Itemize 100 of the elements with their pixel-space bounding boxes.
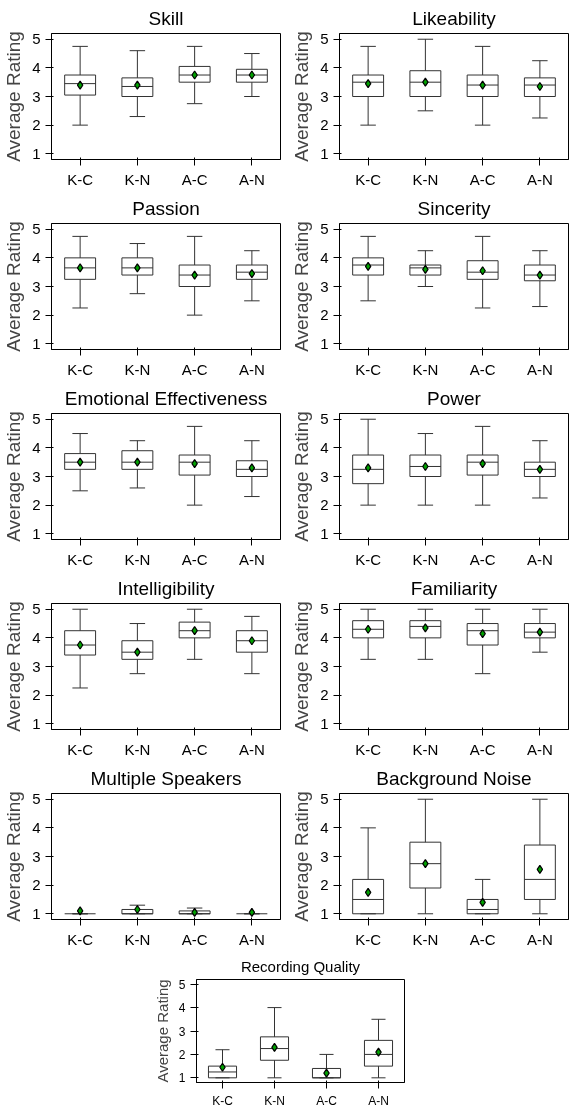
x-tick-label: K-C <box>212 1093 234 1108</box>
y-axis-title: Average Rating <box>291 791 313 922</box>
x-tick-label: A-C <box>469 170 496 188</box>
x-tick-label: A-C <box>181 930 208 948</box>
x-tick-label: K-C <box>67 740 94 758</box>
y-tick-label: 1 <box>32 144 41 162</box>
x-tick-label: K-C <box>355 930 382 948</box>
y-axis-title: Average Rating <box>3 31 25 162</box>
x-tick-label: A-N <box>238 740 265 758</box>
y-tick-label: 2 <box>178 1047 186 1062</box>
y-tick-label: 3 <box>320 277 329 295</box>
y-tick-label: 3 <box>320 467 329 485</box>
y-tick-label: 3 <box>32 847 41 865</box>
y-tick-label: 3 <box>32 277 41 295</box>
y-tick-label: 2 <box>32 116 41 134</box>
y-tick-label: 2 <box>32 686 41 704</box>
x-tick-label: K-N <box>124 550 151 568</box>
y-tick-label: 3 <box>178 1024 186 1039</box>
x-tick-label: K-C <box>67 930 94 948</box>
y-tick-label: 3 <box>320 657 329 675</box>
y-tick-label: 2 <box>320 306 329 324</box>
y-tick-label: 3 <box>32 467 41 485</box>
chart-title: Intelligibility <box>117 577 216 599</box>
y-tick-label: 5 <box>320 600 329 618</box>
y-tick-label: 5 <box>32 220 41 238</box>
x-tick-label: K-C <box>67 360 94 378</box>
y-axis-title: Average Rating <box>291 221 313 352</box>
y-tick-label: 4 <box>320 58 329 76</box>
x-tick-label: K-N <box>264 1093 285 1108</box>
y-axis-title: Average Rating <box>153 979 171 1083</box>
y-tick-label: 2 <box>320 116 329 134</box>
x-tick-label: A-N <box>526 360 553 378</box>
y-tick-label: 1 <box>320 524 329 542</box>
chart-title: Recording Quality <box>240 957 361 975</box>
x-tick-label: K-N <box>412 930 439 948</box>
y-tick-label: 4 <box>32 818 41 836</box>
y-tick-label: 4 <box>178 1001 186 1016</box>
x-tick-label: A-C <box>181 360 208 378</box>
y-tick-label: 5 <box>320 410 329 428</box>
y-tick-label: 4 <box>32 248 41 266</box>
x-tick-label: A-C <box>469 930 496 948</box>
y-tick-label: 4 <box>32 438 41 456</box>
y-tick-label: 2 <box>32 876 41 894</box>
x-tick-label: A-N <box>526 170 553 188</box>
chart-title: Likeability <box>412 7 497 29</box>
y-tick-label: 2 <box>320 686 329 704</box>
point <box>536 864 544 874</box>
y-tick-label: 1 <box>32 714 41 732</box>
y-tick-label: 1 <box>320 334 329 352</box>
y-axis-title: Average Rating <box>3 411 25 542</box>
y-tick-label: 3 <box>320 847 329 865</box>
x-tick-label: K-N <box>124 170 151 188</box>
x-tick-label: K-C <box>355 360 382 378</box>
x-tick-label: A-N <box>368 1093 389 1108</box>
y-tick-label: 1 <box>320 144 329 162</box>
y-tick-label: 4 <box>320 818 329 836</box>
x-tick-label: A-N <box>526 550 553 568</box>
y-tick-label: 1 <box>32 524 41 542</box>
y-tick-label: 1 <box>320 714 329 732</box>
x-tick-label: A-N <box>238 170 265 188</box>
x-tick-label: K-C <box>67 170 94 188</box>
chart-title: Passion <box>132 197 200 219</box>
x-tick-label: A-N <box>238 360 265 378</box>
y-tick-label: 1 <box>32 334 41 352</box>
y-tick-label: 5 <box>320 790 329 808</box>
y-tick-label: 2 <box>32 496 41 514</box>
x-tick-label: A-N <box>238 930 265 948</box>
chart-title: Multiple Speakers <box>90 767 242 789</box>
chart-title: Background Noise <box>376 767 532 789</box>
y-axis-title: Average Rating <box>3 791 25 922</box>
y-tick-label: 5 <box>32 790 41 808</box>
y-tick-label: 4 <box>320 248 329 266</box>
y-tick-label: 2 <box>32 306 41 324</box>
chart-title: Emotional Effectiveness <box>64 387 268 409</box>
y-tick-label: 1 <box>178 1071 186 1086</box>
y-tick-label: 5 <box>178 977 186 992</box>
y-axis-title: Average Rating <box>291 601 313 732</box>
y-tick-label: 2 <box>320 496 329 514</box>
x-tick-label: A-N <box>238 550 265 568</box>
x-tick-label: A-C <box>469 740 496 758</box>
x-tick-label: K-N <box>124 360 151 378</box>
y-axis-title: Average Rating <box>3 601 25 732</box>
y-tick-label: 5 <box>32 410 41 428</box>
x-tick-label: A-C <box>181 550 208 568</box>
x-tick-label: K-N <box>412 170 439 188</box>
x-tick-label: A-C <box>469 360 496 378</box>
x-tick-label: K-C <box>355 170 382 188</box>
x-tick-label: K-N <box>124 930 151 948</box>
chart-title: Familiarity <box>410 577 498 599</box>
y-tick-label: 1 <box>32 904 41 922</box>
y-tick-label: 2 <box>320 876 329 894</box>
x-tick-label: A-C <box>316 1093 338 1108</box>
y-tick-label: 4 <box>32 58 41 76</box>
x-tick-label: K-N <box>124 740 151 758</box>
x-tick-label: A-C <box>469 550 496 568</box>
y-tick-label: 3 <box>320 87 329 105</box>
x-tick-label: A-N <box>526 740 553 758</box>
y-tick-label: 5 <box>320 30 329 48</box>
y-tick-label: 5 <box>320 220 329 238</box>
x-tick-label: K-N <box>412 360 439 378</box>
